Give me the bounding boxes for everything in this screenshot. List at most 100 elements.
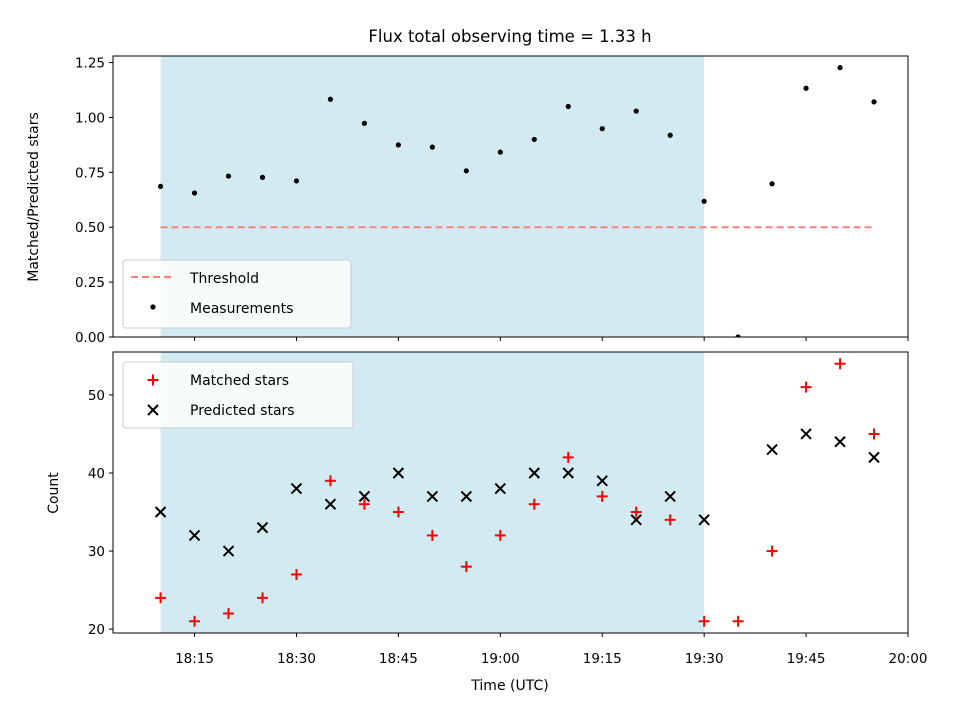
legend-predicted-swatch-b (147, 404, 159, 416)
count-panel: 20 30 40 50 18:15 18:30 18:45 19:00 19:15 19:30 19… (88, 351, 927, 667)
point-x-21-b (868, 451, 880, 464)
legend-predicted-label: Predicted stars (190, 403, 295, 419)
point-x-16 (698, 514, 710, 526)
point-x-7 (392, 467, 405, 479)
point-dot-1 (191, 190, 198, 196)
point-dot-14-shape (633, 108, 639, 114)
data-markers (157, 65, 877, 337)
point-dot-10-shape (497, 149, 503, 155)
x-tick-label: 19:00 (481, 651, 520, 667)
point-x-14-b (630, 514, 642, 526)
point-plus-12 (562, 451, 574, 463)
point-dot-10 (497, 149, 503, 155)
data-markers (154, 358, 880, 627)
point-dot-19 (803, 85, 809, 91)
legend-measurements-swatch-shape (150, 304, 156, 310)
point-plus-1 (189, 615, 201, 627)
point-dot-4-shape (293, 178, 300, 184)
point-dot-18 (769, 181, 775, 187)
legend-measurements-swatch (150, 304, 156, 310)
y-tick-label: 20 (88, 622, 105, 638)
x-tick-label: 19:45 (787, 651, 826, 667)
x-tick-label: 19:15 (583, 651, 622, 667)
legend-matched-label: Matched stars (190, 373, 289, 389)
point-x-13-b (596, 475, 608, 487)
point-dot-20-shape (837, 65, 843, 71)
point-plus-9 (460, 561, 472, 573)
point-dot-6-shape (361, 120, 368, 126)
point-plus-0 (155, 592, 167, 604)
y-tick-label: 0.25 (75, 275, 105, 291)
point-plus-4 (290, 568, 302, 580)
point-x-1-b (188, 529, 201, 542)
point-x-10-b (494, 482, 507, 495)
point-x-15-b (664, 490, 676, 503)
point-dot-8-shape (429, 144, 435, 150)
legend: Matched stars Predicted stars (122, 361, 354, 429)
y-tick-label: 30 (88, 544, 105, 560)
point-dot-7 (395, 142, 401, 148)
point-dot-2-shape (225, 173, 232, 179)
point-x-0 (154, 506, 167, 518)
point-x-3-b (256, 521, 269, 534)
point-dot-20 (837, 65, 843, 71)
point-x-6 (358, 490, 371, 503)
legend-box (122, 259, 352, 329)
point-dot-3 (259, 174, 266, 181)
x-axis-title: Time (UTC) (470, 678, 548, 694)
point-dot-12 (565, 103, 571, 110)
y-tick-label: 40 (88, 466, 105, 482)
point-dot-11 (531, 136, 537, 143)
point-x-19-b (800, 428, 812, 440)
y-tick-label: 0.00 (75, 330, 105, 346)
point-dot-18-shape (769, 181, 775, 187)
point-x-12 (562, 467, 574, 479)
point-dot-8 (429, 144, 435, 150)
point-plus-8 (426, 529, 438, 541)
y-tick-label: 1.00 (75, 110, 105, 126)
point-plus-19 (800, 381, 812, 393)
point-x-18-b (766, 443, 778, 456)
point-plus-16 (698, 615, 710, 627)
y-tick-label: 1.25 (75, 56, 105, 72)
point-plus-6 (358, 498, 370, 510)
point-x-9 (460, 490, 473, 503)
point-x-15 (664, 490, 676, 503)
point-x-16-b (698, 514, 710, 526)
point-x-8 (426, 490, 439, 503)
point-x-5-b (324, 498, 337, 510)
point-x-20-b (834, 436, 846, 448)
point-dot-6 (361, 120, 368, 126)
axes-frame (112, 55, 909, 338)
point-dot-15 (667, 132, 673, 138)
point-x-13 (596, 475, 608, 487)
axes-frame (112, 351, 909, 634)
legend-matched-swatch (147, 374, 159, 386)
point-dot-5 (327, 96, 334, 102)
point-x-9-b (460, 490, 473, 503)
point-dot-1-shape (191, 190, 198, 196)
point-plus-2 (223, 607, 235, 619)
legend-measurements-label: Measurements (190, 301, 293, 317)
point-x-8-b (426, 490, 439, 503)
point-dot-11-shape (531, 136, 537, 143)
y-tick-label: 50 (88, 388, 105, 404)
legend-threshold-label: Threshold (189, 271, 259, 287)
point-x-11 (528, 467, 540, 479)
chart-title: Flux total observing time = 1.33 h (368, 27, 651, 46)
point-x-7-b (392, 467, 405, 479)
point-plus-11 (528, 498, 540, 510)
point-dot-3-shape (259, 174, 266, 181)
point-dot-16-shape (701, 198, 707, 204)
point-plus-15 (664, 514, 676, 526)
point-plus-21 (868, 428, 880, 440)
point-plus-5 (324, 475, 336, 487)
point-x-4-b (290, 482, 303, 495)
point-plus-17 (732, 615, 744, 627)
point-x-19 (800, 428, 812, 440)
point-dot-0-shape (157, 183, 164, 190)
point-dot-16 (701, 198, 707, 204)
point-plus-18 (766, 545, 778, 557)
point-dot-0 (157, 183, 164, 190)
